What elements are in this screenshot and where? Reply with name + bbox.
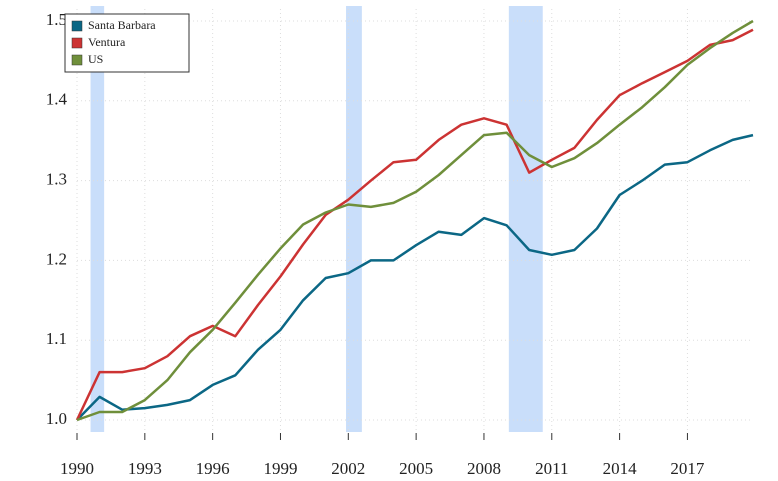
legend-label: Santa Barbara — [88, 18, 156, 32]
series-line — [75, 28, 754, 421]
recession-band — [90, 6, 105, 432]
y-tick-label: 1.2 — [46, 249, 67, 268]
legend-swatch — [71, 20, 83, 32]
legend-label: US — [88, 52, 103, 66]
legend: Santa Barbara Ventura US — [64, 13, 190, 73]
x-tick-label: 2002 — [331, 459, 365, 478]
recession-band — [346, 6, 362, 432]
y-tick-label: 1.4 — [46, 90, 68, 109]
x-tick-label: 2008 — [467, 459, 501, 478]
series-line — [76, 19, 754, 422]
legend-swatch — [71, 54, 83, 66]
y-tick-label: 1.1 — [46, 329, 67, 348]
recession-band — [508, 6, 543, 432]
legend-box — [64, 13, 190, 73]
x-tick-label: 2011 — [535, 459, 568, 478]
legend-label: Ventura — [88, 35, 126, 49]
legend-swatch — [71, 37, 83, 49]
x-tick-label: 1996 — [196, 459, 230, 478]
x-tick-label: 1999 — [263, 459, 297, 478]
x-tick-label: 1993 — [128, 459, 162, 478]
y-tick-label: 1.5 — [46, 10, 67, 29]
x-tick-label: 2005 — [399, 459, 433, 478]
x-tick-label: 1990 — [60, 459, 94, 478]
y-tick-label: 1.3 — [46, 170, 67, 189]
series-line — [76, 133, 754, 421]
x-tick-label: 2014 — [603, 459, 638, 478]
y-tick-label: 1.0 — [46, 409, 67, 428]
x-tick-label: 2017 — [670, 459, 705, 478]
